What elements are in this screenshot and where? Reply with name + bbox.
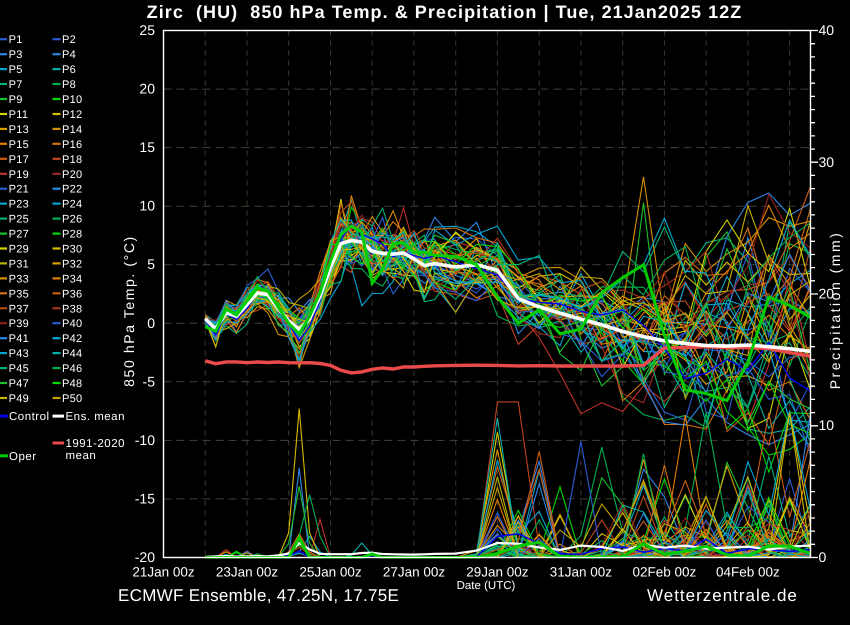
- svg-text:P29: P29: [9, 244, 29, 256]
- svg-text:Zirc (HU) 850 hPa Temp. & Pr: Zirc (HU) 850 hPa Temp. & Precipitation …: [147, 2, 743, 22]
- svg-text:Wetterzentrale.de: Wetterzentrale.de: [647, 586, 798, 605]
- svg-text:P41: P41: [9, 333, 29, 345]
- svg-text:P26: P26: [62, 214, 82, 226]
- svg-text:-15: -15: [135, 490, 155, 506]
- svg-text:P34: P34: [62, 273, 82, 285]
- svg-text:P14: P14: [62, 124, 82, 136]
- svg-text:P31: P31: [9, 258, 29, 270]
- svg-text:25Jan 00z: 25Jan 00z: [299, 565, 362, 580]
- svg-text:-5: -5: [143, 373, 156, 389]
- svg-text:02Feb 00z: 02Feb 00z: [633, 565, 697, 580]
- svg-text:0: 0: [147, 315, 155, 331]
- svg-text:P28: P28: [62, 229, 82, 241]
- svg-text:10: 10: [139, 198, 155, 214]
- svg-text:P23: P23: [9, 199, 29, 211]
- svg-text:Control: Control: [9, 411, 50, 423]
- svg-text:P1: P1: [9, 34, 23, 46]
- svg-text:P43: P43: [9, 348, 29, 360]
- svg-text:31Jan 00z: 31Jan 00z: [550, 565, 613, 580]
- svg-text:P4: P4: [62, 49, 76, 61]
- svg-text:P50: P50: [62, 393, 82, 405]
- svg-text:-20: -20: [135, 549, 155, 565]
- svg-text:P46: P46: [62, 363, 82, 375]
- svg-text:40: 40: [819, 22, 835, 38]
- svg-text:P19: P19: [9, 169, 29, 181]
- svg-text:P47: P47: [9, 378, 29, 390]
- svg-text:5: 5: [147, 256, 155, 272]
- svg-text:P24: P24: [62, 199, 82, 211]
- svg-text:P2: P2: [62, 34, 76, 46]
- svg-text:10: 10: [819, 417, 835, 433]
- svg-text:P5: P5: [9, 64, 23, 76]
- svg-text:P22: P22: [62, 184, 82, 196]
- svg-text:P6: P6: [62, 64, 76, 76]
- svg-text:20: 20: [139, 81, 155, 97]
- svg-text:P20: P20: [62, 169, 82, 181]
- svg-text:25: 25: [139, 22, 155, 38]
- svg-text:P36: P36: [62, 288, 82, 300]
- svg-text:Date (UTC): Date (UTC): [457, 580, 516, 592]
- svg-text:P11: P11: [9, 109, 29, 121]
- svg-text:P30: P30: [62, 244, 82, 256]
- svg-text:P32: P32: [62, 258, 82, 270]
- svg-text:0: 0: [819, 549, 827, 565]
- svg-text:Oper: Oper: [9, 451, 37, 463]
- svg-text:P12: P12: [62, 109, 82, 121]
- svg-text:15: 15: [139, 139, 155, 155]
- svg-text:20: 20: [819, 286, 835, 302]
- svg-text:P21: P21: [9, 184, 29, 196]
- svg-text:P49: P49: [9, 393, 29, 405]
- svg-text:P40: P40: [62, 318, 82, 330]
- svg-text:P37: P37: [9, 303, 29, 315]
- svg-text:P35: P35: [9, 288, 29, 300]
- svg-text:P25: P25: [9, 214, 29, 226]
- svg-text:P9: P9: [9, 94, 23, 106]
- svg-text:P38: P38: [62, 303, 82, 315]
- svg-text:30: 30: [819, 154, 835, 170]
- svg-text:P13: P13: [9, 124, 29, 136]
- svg-text:04Feb 00z: 04Feb 00z: [716, 565, 780, 580]
- svg-text:P48: P48: [62, 378, 82, 390]
- svg-text:Ens. mean: Ens. mean: [66, 411, 125, 423]
- svg-text:P10: P10: [62, 94, 82, 106]
- svg-text:P42: P42: [62, 333, 82, 345]
- svg-text:P33: P33: [9, 273, 29, 285]
- svg-text:-10: -10: [135, 432, 155, 448]
- svg-text:P27: P27: [9, 229, 29, 241]
- svg-text:P3: P3: [9, 49, 23, 61]
- svg-text:P18: P18: [62, 154, 82, 166]
- svg-text:mean: mean: [66, 450, 97, 462]
- svg-text:P39: P39: [9, 318, 29, 330]
- svg-text:1991-2020: 1991-2020: [66, 438, 126, 450]
- svg-text:P45: P45: [9, 363, 29, 375]
- svg-text:P44: P44: [62, 348, 82, 360]
- svg-text:27Jan 00z: 27Jan 00z: [383, 565, 446, 580]
- svg-text:23Jan 00z: 23Jan 00z: [216, 565, 279, 580]
- svg-text:Precipitation (mm): Precipitation (mm): [827, 231, 843, 390]
- svg-text:29Jan 00z: 29Jan 00z: [466, 565, 529, 580]
- svg-text:P7: P7: [9, 79, 23, 91]
- svg-text:P17: P17: [9, 154, 29, 166]
- svg-text:850 hPa Temp. (°C): 850 hPa Temp. (°C): [121, 235, 137, 387]
- svg-text:P8: P8: [62, 79, 76, 91]
- svg-text:21Jan 00z: 21Jan 00z: [132, 565, 195, 580]
- svg-text:ECMWF Ensemble, 47.25N, 17.75E: ECMWF Ensemble, 47.25N, 17.75E: [118, 586, 399, 605]
- svg-text:P16: P16: [62, 139, 82, 151]
- svg-text:P15: P15: [9, 139, 29, 151]
